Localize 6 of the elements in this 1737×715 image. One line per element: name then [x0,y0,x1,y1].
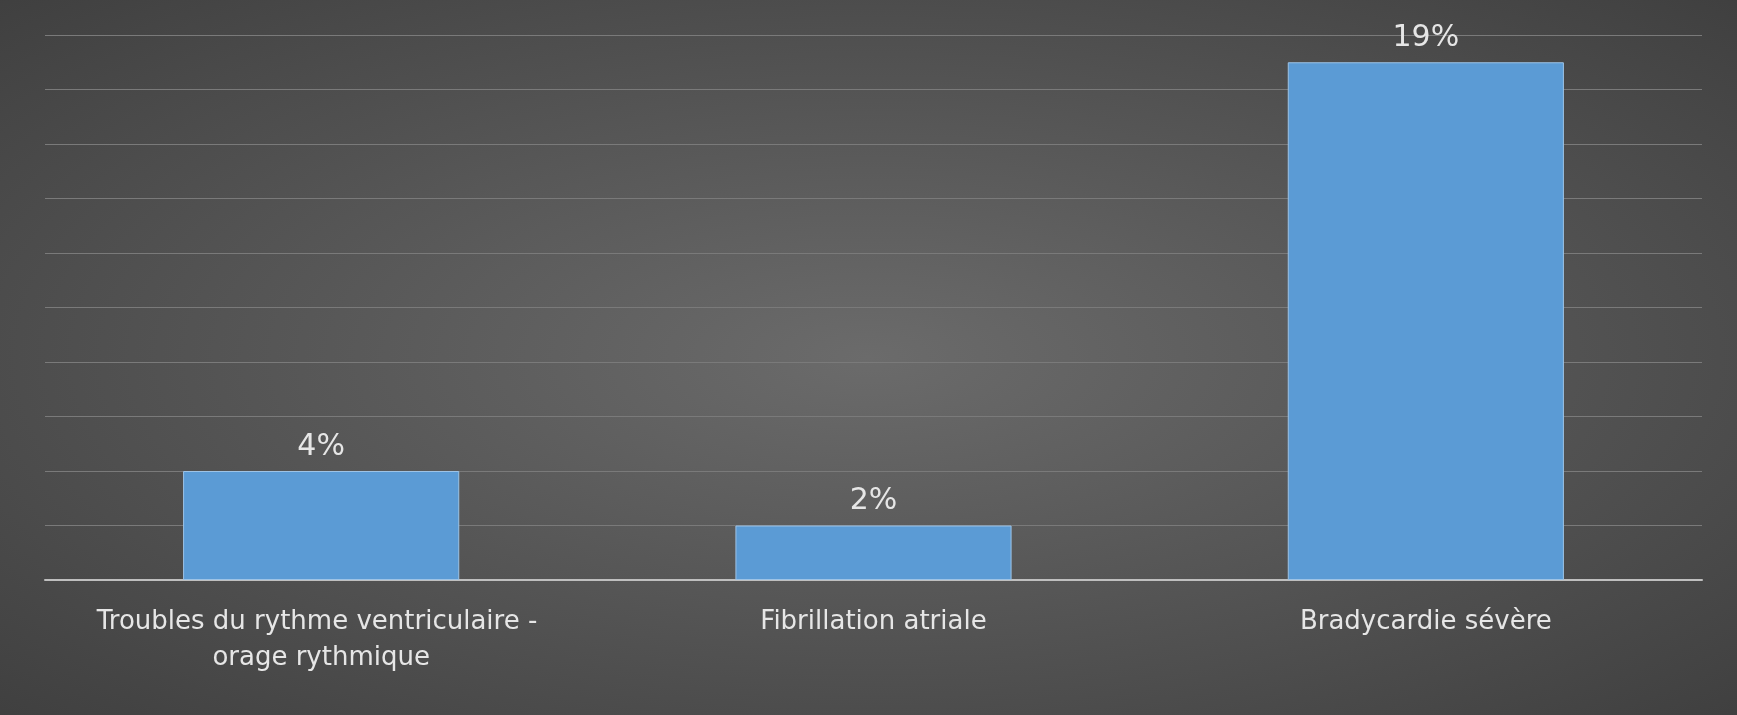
x-tick-label: Troubles du rythme ventriculaire - orage rythmique [95,605,546,671]
data-label: 2% [849,481,898,516]
data-label: 4% [297,426,345,462]
data-label: 19% [1392,17,1460,53]
x-tick-label: Fibrillation atriale [760,605,987,635]
x-tick-label: Bradycardie sévère [1299,605,1552,635]
